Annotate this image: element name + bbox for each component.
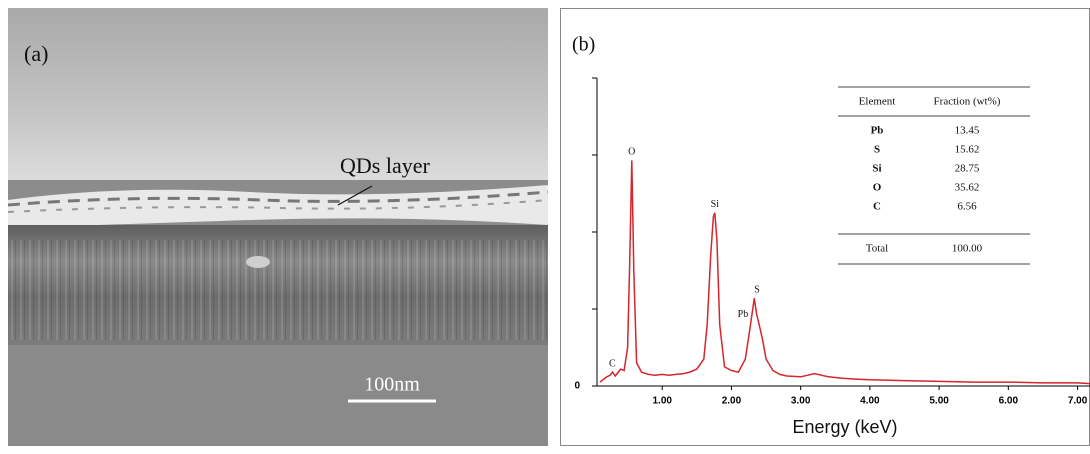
peak-label: S (754, 285, 760, 296)
y-tick-label: 0 (574, 381, 580, 392)
x-tick-label: 7.00 (1068, 396, 1088, 407)
table-cell: Si (872, 163, 881, 175)
x-tick-label: 5.00 (929, 396, 949, 407)
peak-label: Si (711, 199, 720, 210)
table-cell: 13.45 (955, 125, 980, 137)
x-tick-label: 3.00 (791, 396, 811, 407)
table-cell: Pb (871, 125, 884, 137)
table-header: Element (859, 96, 896, 108)
scale-bar-label: 100nm (364, 374, 420, 396)
table-cell: 6.56 (957, 201, 977, 213)
x-tick-label: 6.00 (999, 396, 1019, 407)
table-total: 100.00 (952, 243, 983, 255)
sem-image: (a) QDs layer 100nm (7, 8, 549, 446)
spectrum-line (599, 160, 1090, 385)
table-cell: O (873, 182, 882, 194)
table-total: Total (866, 243, 888, 255)
peak-label: O (628, 147, 635, 158)
annotation: QDs layer (340, 153, 430, 178)
table-cell: 15.62 (955, 144, 980, 156)
x-tick-label: 1.00 (652, 396, 672, 407)
panel-label: (b) (572, 34, 595, 56)
table-cell: 35.62 (955, 182, 980, 194)
table-cell: 28.75 (955, 163, 980, 175)
table-header: Fraction (wt%) (934, 96, 1001, 108)
x-tick-label: 2.00 (722, 396, 742, 407)
x-axis-title: Energy (keV) (792, 417, 897, 437)
composition-table: Element Fraction (wt%) Pb 13.45 S 15.62 Si 28.7… (838, 86, 1030, 265)
peak-label: Pb (738, 309, 749, 320)
table-cell: C (873, 201, 881, 213)
panel-label: (a) (24, 41, 48, 66)
peak-label: C (609, 358, 616, 369)
x-tick-label: 4.00 (860, 396, 880, 407)
panel-frame (560, 8, 1090, 446)
table-cell: S (874, 144, 880, 156)
annotation-pointer (337, 185, 373, 206)
